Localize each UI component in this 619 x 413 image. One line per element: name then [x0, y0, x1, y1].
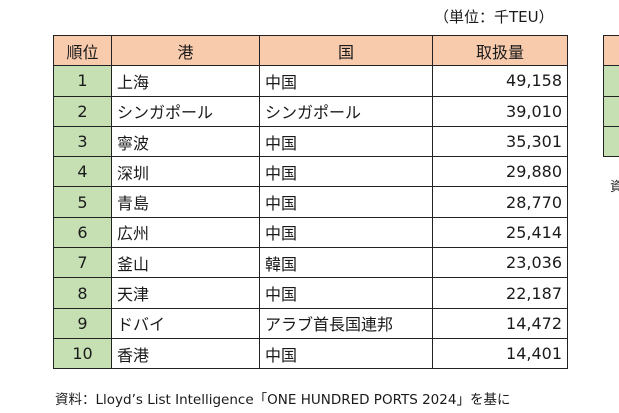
header-rank: 順位 [53, 34, 112, 67]
rank-cell: 1 [53, 65, 112, 97]
table-row: 3 寧波 中国 35,301 [53, 125, 568, 158]
header-country: 国 [259, 34, 433, 67]
source-note: 資料：Lloyd’s List Intelligence「ONE HUNDRED… [55, 392, 511, 408]
table-row: 5 青島 中国 28,770 [53, 186, 568, 218]
volume-cell: 35,301 [432, 125, 568, 158]
table-row: 9 ドバイ アラブ首長国連邦 14,472 [53, 307, 568, 339]
table-row: 7 釜山 韓国 23,036 [53, 247, 568, 279]
table-header-row: 順位 港 国 取扱量 [53, 34, 568, 67]
port-ranking-table: 順位 港 国 取扱量 1 上海 中国 49,158 2 シンガポール シンガポー… [53, 34, 568, 370]
adjacent-cell [603, 95, 619, 127]
port-cell: 深圳 [111, 156, 260, 188]
volume-cell: 23,036 [432, 247, 568, 279]
adjacent-cell [603, 65, 619, 97]
table-row: 2 シンガポール シンガポール 39,010 [53, 95, 568, 127]
volume-cell: 14,472 [432, 307, 568, 339]
port-cell: 釜山 [111, 247, 260, 279]
country-cell: シンガポール [259, 95, 433, 127]
volume-cell: 29,880 [432, 156, 568, 188]
table-row: 4 深圳 中国 29,880 [53, 156, 568, 188]
rank-cell: 3 [53, 125, 112, 158]
country-cell: 韓国 [259, 247, 433, 279]
port-cell: 寧波 [111, 125, 260, 158]
port-cell: 広州 [111, 216, 260, 249]
rank-cell: 4 [53, 156, 112, 188]
rank-cell: 6 [53, 216, 112, 249]
rank-cell: 9 [53, 307, 112, 339]
country-cell: 中国 [259, 277, 433, 309]
table-row: 6 広州 中国 25,414 [53, 216, 568, 249]
volume-cell: 14,401 [432, 337, 568, 370]
table-row: 1 上海 中国 49,158 [53, 65, 568, 97]
port-cell: ドバイ [111, 307, 260, 339]
country-cell: 中国 [259, 337, 433, 370]
port-cell: 香港 [111, 337, 260, 370]
rank-cell: 2 [53, 95, 112, 127]
country-cell: 中国 [259, 216, 433, 249]
port-cell: シンガポール [111, 95, 260, 127]
country-cell: アラブ首長国連邦 [259, 307, 433, 339]
country-cell: 中国 [259, 65, 433, 97]
rank-cell: 8 [53, 277, 112, 309]
table-row: 10 香港 中国 14,401 [53, 337, 568, 370]
rank-cell: 5 [53, 186, 112, 218]
adjacent-source-fragment: 資 [610, 180, 619, 195]
adjacent-table-fragment [603, 34, 619, 158]
adjacent-cell [603, 125, 619, 158]
port-cell: 天津 [111, 277, 260, 309]
volume-cell: 39,010 [432, 95, 568, 127]
table-row: 8 天津 中国 22,187 [53, 277, 568, 309]
rank-cell: 10 [53, 337, 112, 370]
header-port: 港 [111, 34, 260, 67]
country-cell: 中国 [259, 125, 433, 158]
country-cell: 中国 [259, 186, 433, 218]
rank-cell: 7 [53, 247, 112, 279]
country-cell: 中国 [259, 156, 433, 188]
volume-cell: 28,770 [432, 186, 568, 218]
volume-cell: 22,187 [432, 277, 568, 309]
adjacent-header-cell [603, 34, 619, 67]
unit-label: （単位：千TEU） [434, 8, 554, 26]
volume-cell: 25,414 [432, 216, 568, 249]
port-cell: 上海 [111, 65, 260, 97]
port-cell: 青島 [111, 186, 260, 218]
header-volume: 取扱量 [432, 34, 568, 67]
volume-cell: 49,158 [432, 65, 568, 97]
